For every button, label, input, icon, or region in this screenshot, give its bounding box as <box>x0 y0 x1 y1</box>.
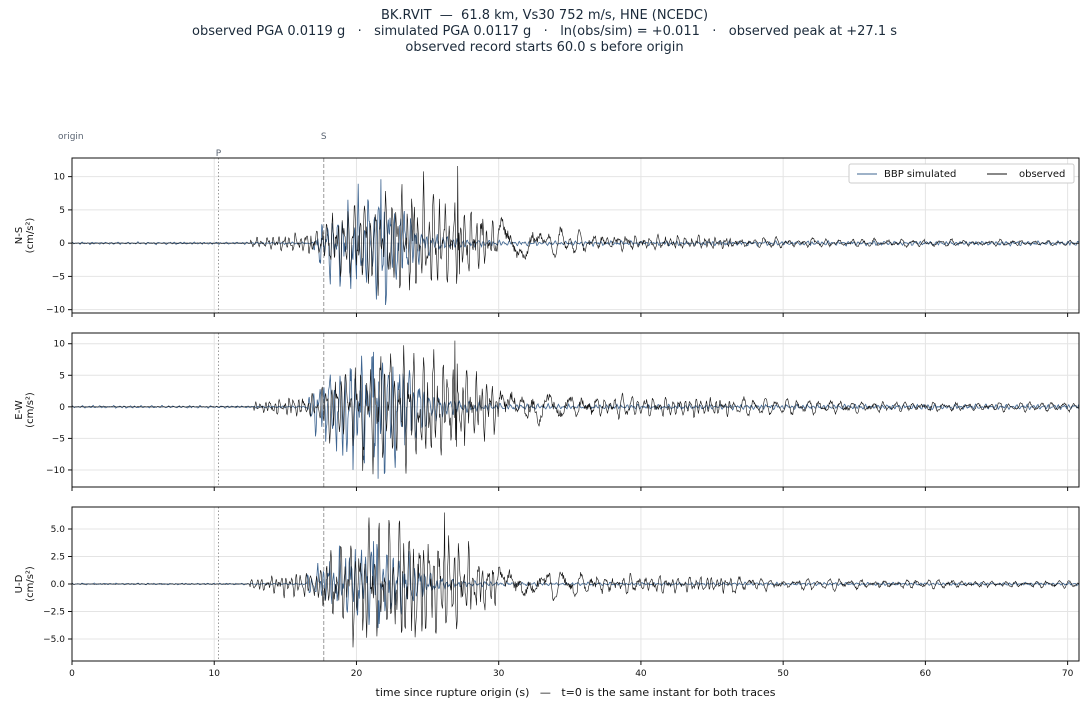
y-tick-label: 10 <box>54 340 66 350</box>
x-tick-label: 60 <box>920 669 932 679</box>
y-tick-label: 5.0 <box>51 525 66 535</box>
simulated-trace <box>71 351 1080 479</box>
legend-simulated-label: BBP simulated <box>884 169 956 180</box>
y-tick-label: 2.5 <box>51 553 65 563</box>
y-axis-label-line: (cm/s²) <box>25 566 36 602</box>
figure-title: BK.RVIT — 61.8 km, Vs30 752 m/s, HNE (NC… <box>0 8 1089 56</box>
y-tick-label: −2.5 <box>43 608 65 618</box>
title-line-3: observed record starts 60.0 s before ori… <box>405 40 684 55</box>
panel-frame <box>71 332 1080 488</box>
observed-trace <box>71 165 1080 296</box>
origin-marker-label: origin <box>58 132 84 142</box>
x-tick-label: 30 <box>493 669 505 679</box>
y-axis-label-line: (cm/s²) <box>25 218 36 254</box>
simulated-trace <box>71 179 1080 306</box>
y-axis-label-line: N-S <box>14 227 25 244</box>
y-tick-label: 10 <box>54 173 66 183</box>
y-tick-label: −5 <box>52 272 65 282</box>
x-tick-label: 10 <box>209 669 221 679</box>
y-axis-label: U-D(cm/s²) <box>14 566 36 602</box>
y-axis-label: N-S(cm/s²) <box>14 218 36 254</box>
x-tick-label: 40 <box>635 669 647 679</box>
title-line-2: observed PGA 0.0119 g · simulated PGA 0.… <box>191 24 898 39</box>
observed-trace <box>72 512 1079 648</box>
y-tick-label: 5 <box>59 206 65 216</box>
y-tick-label: −10 <box>46 306 65 316</box>
x-tick-label: 70 <box>1062 669 1074 679</box>
y-axis-label: E-W(cm/s²) <box>14 392 36 428</box>
y-axis-label-line: (cm/s²) <box>25 392 36 428</box>
y-tick-label: 0 <box>59 239 65 249</box>
title-line-1: BK.RVIT — 61.8 km, Vs30 752 m/s, HNE (NC… <box>380 8 709 23</box>
y-tick-label: 0 <box>59 403 65 413</box>
y-tick-label: 0.0 <box>51 580 66 590</box>
simulated-trace <box>71 541 1080 629</box>
x-tick-label: 20 <box>351 669 363 679</box>
y-axis-label-line: E-W <box>14 400 25 420</box>
y-tick-label: −5.0 <box>43 635 65 645</box>
s-marker-label: S <box>321 132 327 142</box>
y-tick-label: 5 <box>59 371 65 381</box>
legend-box <box>848 163 1075 184</box>
y-axis-label-line: U-D <box>14 574 25 593</box>
x-axis-label: time since rupture origin (s) — t=0 is t… <box>375 686 776 699</box>
panel-frame <box>71 157 1080 314</box>
x-tick-label: 0 <box>69 669 75 679</box>
x-tick-label: 50 <box>777 669 789 679</box>
y-tick-label: −10 <box>46 466 65 476</box>
observed-trace <box>71 340 1080 475</box>
p-marker-label: P <box>216 149 222 159</box>
legend-observed-label: observed <box>1019 169 1065 180</box>
y-tick-label: −5 <box>52 434 65 444</box>
